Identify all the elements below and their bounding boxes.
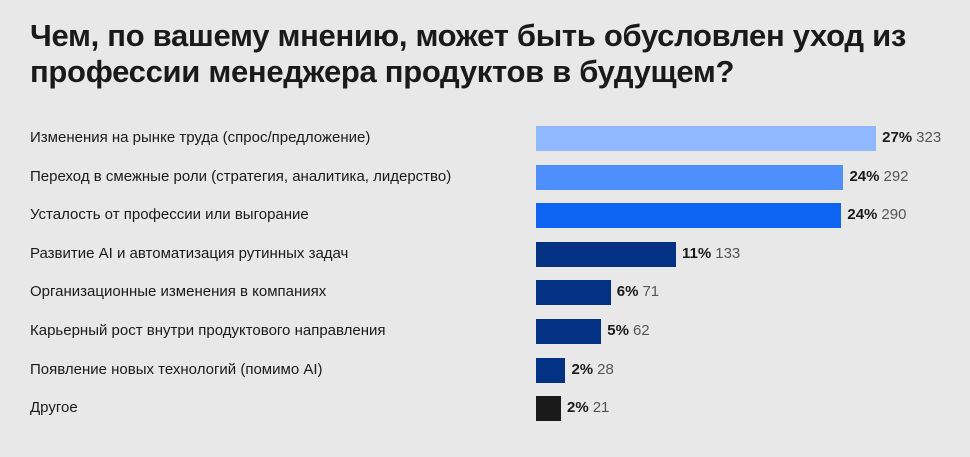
data-label: 2% 28 [571, 361, 613, 378]
bar [536, 280, 611, 306]
data-label: 5% 62 [607, 322, 649, 339]
category-label: Другое [30, 399, 78, 417]
category-label: Изменения на рынке труда (спрос/предложе… [30, 129, 371, 146]
count-label: 292 [883, 167, 909, 185]
bar-row: Организационные изменения в компаниях 6%… [0, 280, 970, 306]
bar-row: Переход в смежные роли (стратегия, анали… [0, 164, 970, 191]
data-label: 27% 323 [882, 129, 941, 146]
data-label: 11% 133 [682, 245, 740, 262]
bar [536, 126, 877, 151]
category-label: Организационные изменения в компаниях [30, 283, 327, 301]
percent-label: 2% [571, 360, 594, 378]
bar [536, 203, 842, 229]
bar [536, 396, 561, 422]
data-label: 6% 71 [617, 283, 659, 300]
percent-label: 2% [567, 399, 589, 417]
count-label: 21 [592, 399, 610, 417]
category-label: Появление новых технологий (помимо AI) [30, 360, 323, 378]
bar-row: Изменения на рынке труда (спрос/предложе… [0, 126, 970, 152]
percent-label: 27% [882, 129, 913, 146]
data-label: 24% 292 [849, 168, 908, 185]
percent-label: 24% [847, 206, 878, 224]
bar-row: Другое 2% 21 [0, 396, 970, 422]
bar [536, 357, 566, 383]
bar-row: Появление новых технологий (помимо AI) 2… [0, 357, 970, 384]
count-label: 133 [715, 244, 741, 262]
count-label: 323 [916, 129, 942, 146]
count-label: 28 [597, 360, 614, 378]
data-label: 2% 21 [567, 399, 609, 416]
category-label: Карьерный рост внутри продуктового напра… [30, 322, 386, 339]
bar-row: Развитие AI и автоматизация рутинных зад… [0, 241, 970, 268]
count-label: 290 [881, 206, 907, 224]
category-label: Переход в смежные роли (стратегия, анали… [30, 167, 452, 185]
percent-label: 5% [607, 322, 629, 339]
chart-title: Чем, по вашему мнению, может быть обусло… [30, 18, 906, 89]
bar [536, 319, 602, 344]
count-label: 71 [642, 283, 660, 301]
bar [536, 164, 844, 190]
percent-label: 11% [682, 244, 712, 262]
percent-label: 6% [616, 283, 639, 301]
category-label: Усталость от профессии или выгорание [30, 206, 309, 224]
bar-row: Карьерный рост внутри продуктового напра… [0, 319, 970, 345]
category-label: Развитие AI и автоматизация рутинных зад… [30, 244, 349, 262]
bar [536, 241, 677, 267]
data-label: 24% 290 [847, 206, 906, 223]
count-label: 62 [632, 322, 650, 339]
bar-row: Усталость от профессии или выгорание 24%… [0, 203, 970, 229]
percent-label: 24% [849, 167, 880, 185]
